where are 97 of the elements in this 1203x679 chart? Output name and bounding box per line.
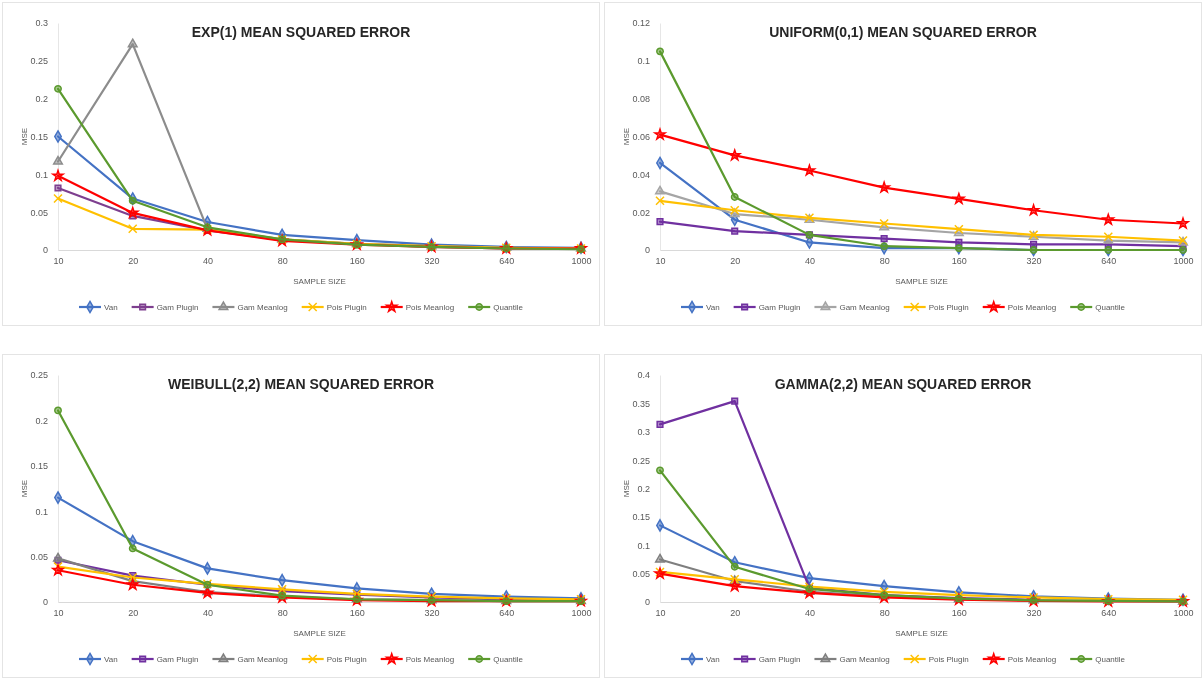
y-tick-label: 0.1 bbox=[35, 506, 48, 517]
x-tick-label: 640 bbox=[1101, 608, 1117, 619]
legend-label: Quantile bbox=[493, 303, 524, 312]
y-tick-label: 0.06 bbox=[632, 131, 650, 142]
legend-label: Gam Plugin bbox=[156, 655, 199, 664]
x-tick-label: 10 bbox=[655, 608, 666, 619]
x-tick-label: 160 bbox=[951, 608, 967, 619]
legend-label: Van bbox=[706, 655, 720, 664]
x-tick-label: 320 bbox=[1026, 608, 1042, 619]
y-tick-label: 0.12 bbox=[632, 18, 650, 29]
x-tick-label: 40 bbox=[804, 608, 815, 619]
y-tick-label: 0.15 bbox=[30, 461, 48, 472]
x-tick-label: 80 bbox=[879, 608, 890, 619]
y-tick-label: 0.15 bbox=[632, 512, 650, 523]
x-axis-title: SAMPLE SIZE bbox=[895, 629, 948, 638]
x-tick-label: 20 bbox=[730, 256, 741, 267]
x-tick-label: 10 bbox=[655, 256, 666, 267]
x-tick-label: 20 bbox=[128, 256, 139, 267]
y-tick-label: 0.04 bbox=[632, 169, 650, 180]
y-tick-label: 0.05 bbox=[30, 207, 48, 218]
legend-label: Pois Meanlog bbox=[1007, 655, 1057, 664]
x-tick-label: 640 bbox=[1101, 256, 1117, 267]
chart-title: WEIBULL(2,2) MEAN SQUARED ERROR bbox=[167, 376, 435, 392]
legend-label: Pois Plugin bbox=[928, 655, 969, 664]
x-tick-label: 1000 bbox=[571, 256, 592, 267]
y-tick-label: 0.2 bbox=[637, 483, 650, 494]
y-tick-label: 0.02 bbox=[632, 207, 650, 218]
legend-label: Quantile bbox=[493, 655, 524, 664]
y-tick-label: 0.2 bbox=[35, 94, 48, 105]
x-tick-label: 80 bbox=[879, 256, 890, 267]
y-tick-label: 0.25 bbox=[30, 56, 48, 67]
chart-title: UNIFORM(0,1) MEAN SQUARED ERROR bbox=[769, 24, 1037, 40]
legend-label: Gam Meanlog bbox=[839, 303, 890, 312]
legend-label: Pois Plugin bbox=[928, 303, 969, 312]
x-tick-label: 10 bbox=[53, 608, 64, 619]
y-axis-title: MSE bbox=[622, 479, 631, 498]
y-tick-label: 0.3 bbox=[637, 427, 650, 438]
y-tick-label: 0.4 bbox=[637, 370, 650, 381]
legend-label: Quantile bbox=[1095, 303, 1126, 312]
y-tick-label: 0 bbox=[644, 245, 650, 256]
x-axis-title: SAMPLE SIZE bbox=[895, 277, 948, 286]
y-tick-label: 0.3 bbox=[35, 18, 48, 29]
legend-label: Quantile bbox=[1095, 655, 1126, 664]
y-tick-label: 0.05 bbox=[632, 569, 650, 580]
legend-label: Gam Meanlog bbox=[839, 655, 890, 664]
y-tick-label: 0.1 bbox=[35, 169, 48, 180]
x-tick-label: 320 bbox=[424, 256, 440, 267]
y-tick-label: 0 bbox=[42, 245, 48, 256]
x-tick-label: 10 bbox=[53, 256, 64, 267]
legend-label: Pois Meanlog bbox=[405, 303, 455, 312]
y-tick-label: 0 bbox=[42, 597, 48, 608]
legend-label: Van bbox=[706, 303, 720, 312]
x-tick-label: 160 bbox=[349, 608, 365, 619]
legend-label: Van bbox=[104, 655, 118, 664]
chart-title: GAMMA(2,2) MEAN SQUARED ERROR bbox=[774, 376, 1032, 392]
legend-label: Gam Meanlog bbox=[237, 655, 288, 664]
y-tick-label: 0.05 bbox=[30, 551, 48, 562]
y-tick-label: 0 bbox=[644, 597, 650, 608]
legend-label: Pois Meanlog bbox=[405, 655, 455, 664]
x-tick-label: 80 bbox=[277, 608, 288, 619]
x-tick-label: 1000 bbox=[571, 608, 592, 619]
y-tick-label: 0.15 bbox=[30, 131, 48, 142]
x-tick-label: 20 bbox=[730, 608, 741, 619]
x-tick-label: 1000 bbox=[1173, 256, 1194, 267]
legend-label: Gam Plugin bbox=[758, 655, 801, 664]
chart-title: EXP(1) MEAN SQUARED ERROR bbox=[191, 24, 411, 40]
x-axis-title: SAMPLE SIZE bbox=[293, 629, 346, 638]
y-tick-label: 0.08 bbox=[632, 94, 650, 105]
y-tick-label: 0.25 bbox=[30, 370, 48, 381]
legend-label: Gam Plugin bbox=[156, 303, 199, 312]
x-tick-label: 1000 bbox=[1173, 608, 1194, 619]
x-axis-title: SAMPLE SIZE bbox=[293, 277, 346, 286]
x-tick-label: 160 bbox=[349, 256, 365, 267]
x-tick-label: 80 bbox=[277, 256, 288, 267]
legend-label: Pois Plugin bbox=[326, 303, 367, 312]
x-tick-label: 20 bbox=[128, 608, 139, 619]
y-axis-title: MSE bbox=[622, 127, 631, 146]
y-axis-title: MSE bbox=[20, 127, 29, 146]
legend-label: Pois Meanlog bbox=[1007, 303, 1057, 312]
x-tick-label: 320 bbox=[1026, 256, 1042, 267]
y-axis-title: MSE bbox=[20, 479, 29, 498]
legend-label: Gam Plugin bbox=[758, 303, 801, 312]
x-tick-label: 160 bbox=[951, 256, 967, 267]
x-tick-label: 40 bbox=[202, 256, 213, 267]
legend-label: Pois Plugin bbox=[326, 655, 367, 664]
y-tick-label: 0.25 bbox=[632, 455, 650, 466]
x-tick-label: 640 bbox=[499, 256, 515, 267]
x-tick-label: 40 bbox=[804, 256, 815, 267]
legend-label: Van bbox=[104, 303, 118, 312]
x-tick-label: 320 bbox=[424, 608, 440, 619]
legend-label: Gam Meanlog bbox=[237, 303, 288, 312]
y-tick-label: 0.1 bbox=[637, 540, 650, 551]
y-tick-label: 0.1 bbox=[637, 56, 650, 67]
y-tick-label: 0.35 bbox=[632, 398, 650, 409]
x-tick-label: 640 bbox=[499, 608, 515, 619]
x-tick-label: 40 bbox=[202, 608, 213, 619]
y-tick-label: 0.2 bbox=[35, 415, 48, 426]
